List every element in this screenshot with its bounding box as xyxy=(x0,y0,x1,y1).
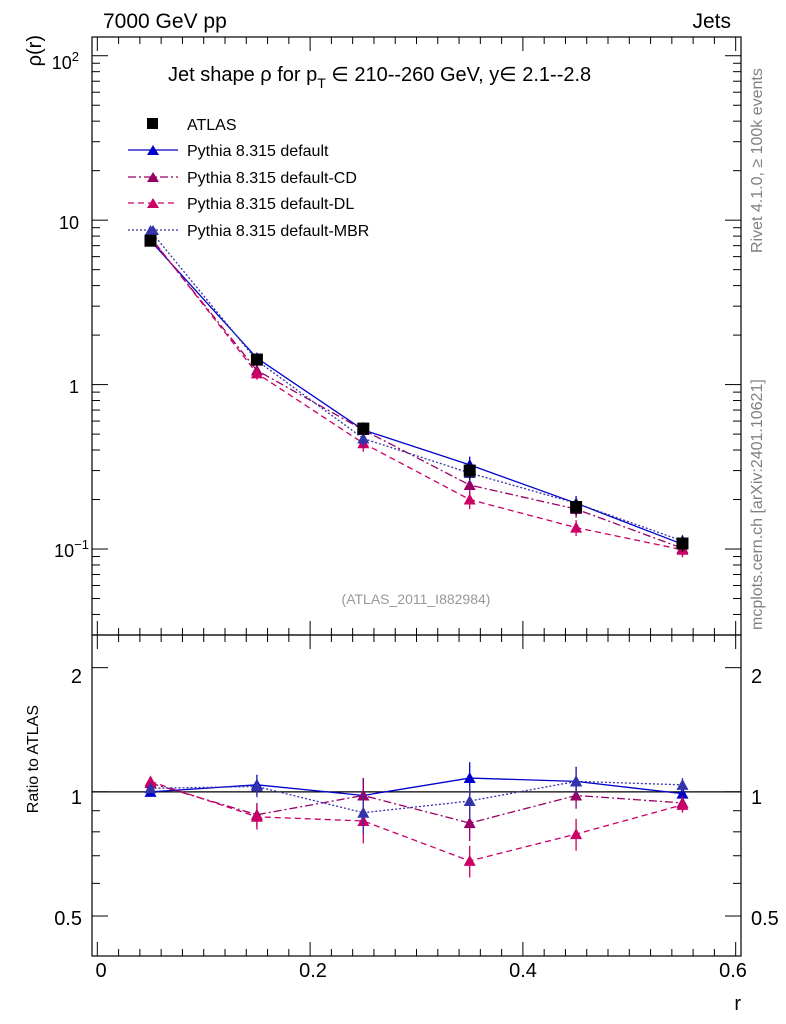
series-point-2 xyxy=(463,493,476,505)
series-point-3 xyxy=(357,432,370,444)
ratio-point-3 xyxy=(144,782,157,794)
ratio-tick-label-left-1: 1 xyxy=(71,787,82,809)
ratio-line-1 xyxy=(150,782,683,824)
plot-title: Jet shape ρ for pT ∈ 210--260 GeV, y∈ 2.… xyxy=(168,64,591,91)
series-point-1 xyxy=(463,479,476,491)
ratio-line-2 xyxy=(150,780,683,862)
ratio-line-0 xyxy=(150,777,683,797)
ratio-point-0 xyxy=(463,772,476,784)
ratio-point-2 xyxy=(463,854,476,866)
x-tick-label-0.4: 0.4 xyxy=(509,960,537,982)
data-point xyxy=(144,234,157,247)
energy-beam-label: 7000 GeV pp xyxy=(103,10,227,33)
analysis-id-label: (ATLAS_2011_I882984) xyxy=(342,591,491,607)
x-tick-label-0.6: 0.6 xyxy=(719,960,747,982)
series-point-2 xyxy=(250,367,263,379)
ratio-tick-label-left-2: 2 xyxy=(71,666,82,688)
legend-marker-dl xyxy=(147,198,159,208)
legend-marker-default xyxy=(147,145,159,155)
ratio-point-3 xyxy=(676,778,689,790)
rivet-version-label: Rivet 4.1.0, ≥ 100k events xyxy=(749,68,766,253)
y-tick-label-0.1: 10−1 xyxy=(54,537,89,561)
legend-label-mbr: Pythia 8.315 default-MBR xyxy=(187,223,369,240)
series-point-2 xyxy=(570,521,583,533)
ratio-plot-frame xyxy=(91,634,742,957)
y-tick-label-1: 1 xyxy=(69,377,79,397)
legend-label-cd: Pythia 8.315 default-CD xyxy=(187,170,357,187)
ratio-point-3 xyxy=(357,806,370,818)
ratio-point-3 xyxy=(570,775,583,787)
y-axis-label: ρ(r) xyxy=(24,35,46,66)
data-point xyxy=(676,537,689,550)
legend: ATLAS Pythia 8.315 default Pythia 8.315 … xyxy=(128,117,369,240)
legend-marker-atlas xyxy=(147,118,158,129)
ratio-line-3 xyxy=(150,780,683,814)
x-tick-label-0: 0 xyxy=(95,960,106,982)
ratio-tick-label-right-2: 2 xyxy=(751,666,762,688)
ratio-point-0 xyxy=(676,787,689,799)
y-tick-label-10: 10 xyxy=(59,213,79,233)
x-axis-label: r xyxy=(734,993,741,1015)
ratio-point-2 xyxy=(250,810,263,822)
ratio-axis-label: Ratio to ATLAS xyxy=(25,705,42,813)
ratio-point-1 xyxy=(463,817,476,829)
series-line-1 xyxy=(150,237,683,549)
ratio-point-2 xyxy=(144,775,157,787)
ratio-tick-label-right-1: 1 xyxy=(751,787,762,809)
series-line-3 xyxy=(150,230,683,542)
ratio-point-3 xyxy=(463,795,476,807)
category-label: Jets xyxy=(692,10,731,33)
series-line-2 xyxy=(150,236,683,551)
ratio-point-2 xyxy=(676,798,689,810)
legend-label-dl: Pythia 8.315 default-DL xyxy=(187,196,354,213)
legend-label-atlas: ATLAS xyxy=(187,117,237,134)
ratio-tick-label-right-0.5: 0.5 xyxy=(751,908,779,930)
data-point xyxy=(250,353,263,366)
ratio-point-3 xyxy=(250,780,263,792)
ratio-tick-label-left-0.5: 0.5 xyxy=(54,908,82,930)
series-point-3 xyxy=(144,224,157,236)
data-point xyxy=(463,464,476,477)
legend-label-default: Pythia 8.315 default xyxy=(187,143,329,160)
data-point xyxy=(357,422,370,435)
x-tick-label-0.2: 0.2 xyxy=(299,960,327,982)
legend-marker-cd xyxy=(147,172,159,182)
series-line-0 xyxy=(150,240,683,545)
ratio-point-2 xyxy=(570,828,583,840)
data-point xyxy=(570,501,583,514)
mcplots-label: mcplots.cern.ch [arXiv:2401.10621] xyxy=(749,379,766,630)
y-tick-label-100: 102 xyxy=(52,49,79,73)
